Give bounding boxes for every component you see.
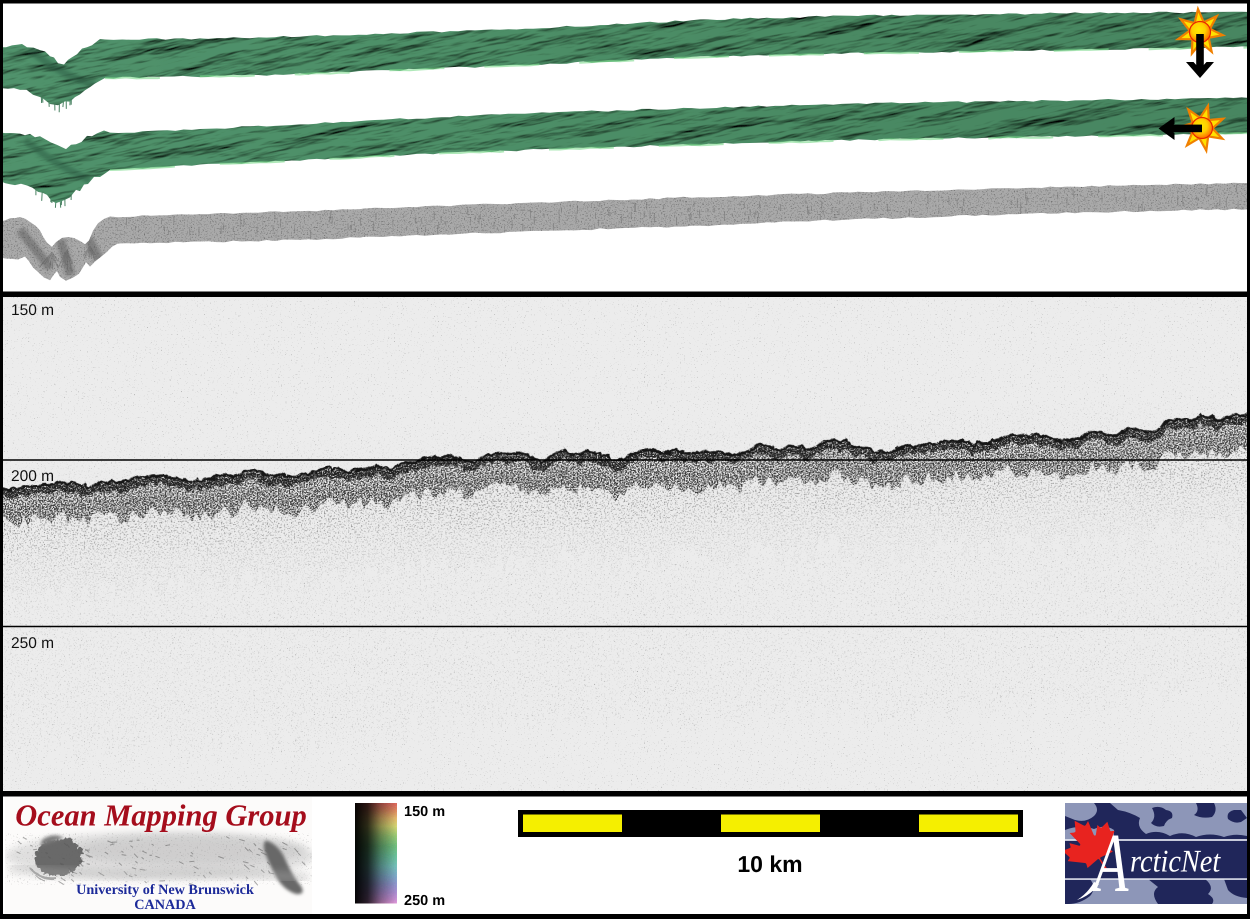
svg-text:250 m: 250 m — [11, 635, 54, 652]
svg-text:10 km: 10 km — [737, 851, 802, 877]
svg-text:Ocean Mapping Group: Ocean Mapping Group — [15, 799, 306, 833]
svg-text:University of New Brunswick: University of New Brunswick — [76, 882, 254, 898]
svg-text:200 m: 200 m — [11, 468, 54, 485]
svg-text:A: A — [1090, 817, 1129, 910]
svg-text:150 m: 150 m — [404, 804, 445, 820]
svg-text:250 m: 250 m — [404, 893, 445, 909]
svg-text:rcticNet: rcticNet — [1130, 844, 1221, 879]
svg-text:CANADA: CANADA — [134, 897, 196, 913]
svg-text:150 m: 150 m — [11, 302, 54, 319]
